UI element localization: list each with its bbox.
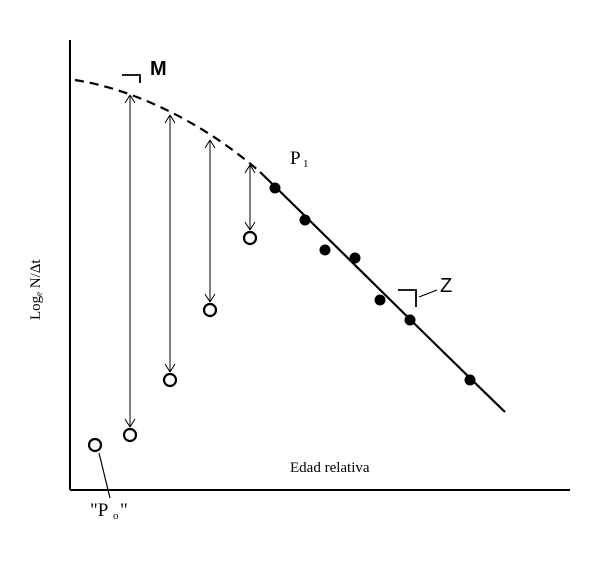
annotation-leader xyxy=(419,290,437,297)
data-point-open xyxy=(204,304,216,316)
annotation-P0_sub: o xyxy=(113,510,119,522)
data-point-open xyxy=(89,439,101,451)
data-point-closed xyxy=(375,295,385,305)
data-point-closed xyxy=(270,183,280,193)
chart-container: { "chart": { "type": "scatter-with-curve… xyxy=(0,0,600,561)
annotation-Z: Z xyxy=(440,275,452,298)
x-axis-label: Edad relativa xyxy=(290,460,370,477)
data-point-closed xyxy=(465,375,475,385)
annotation-P0_end: " xyxy=(120,500,128,522)
data-point-closed xyxy=(405,315,415,325)
data-point-closed xyxy=(350,253,360,263)
slope-mark-M xyxy=(122,75,140,83)
annotation-leader xyxy=(99,453,110,498)
annotation-P1_main: P xyxy=(290,148,301,170)
slope-mark-Z xyxy=(398,290,416,307)
annotation-P0_main: "P xyxy=(90,500,108,522)
data-point-open xyxy=(164,374,176,386)
data-point-open xyxy=(244,232,256,244)
y-axis-label: Logₑ N/Δt xyxy=(28,259,45,320)
annotation-M: M xyxy=(150,58,167,81)
data-point-closed xyxy=(300,215,310,225)
curve-dashed xyxy=(75,80,260,172)
annotation-P1_sub: 1 xyxy=(303,158,309,170)
data-point-open xyxy=(124,429,136,441)
data-point-closed xyxy=(320,245,330,255)
